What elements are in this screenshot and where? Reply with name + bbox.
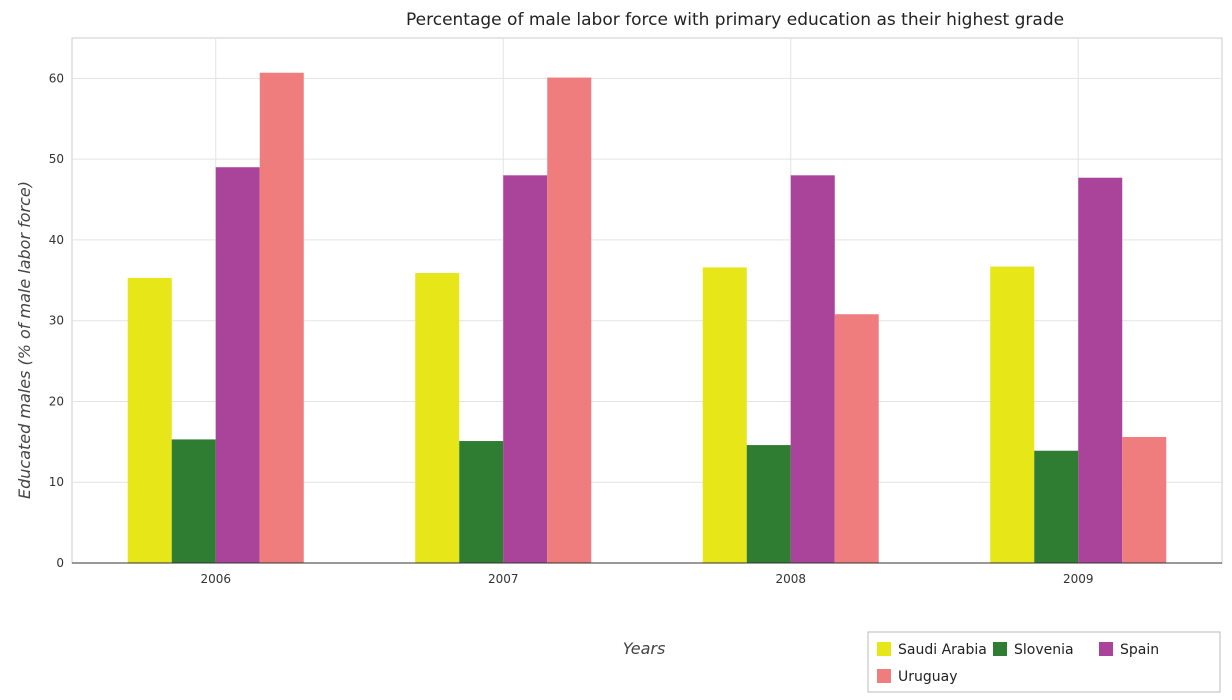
legend-swatch-slovenia (993, 642, 1007, 656)
y-tick-label: 30 (49, 314, 64, 328)
bar-uruguay-2008 (834, 314, 879, 563)
bar-slovenia-2007 (459, 441, 504, 563)
legend-swatch-uruguay (877, 669, 891, 683)
legend: Saudi Arabia Slovenia Spain Uruguay (867, 631, 1221, 693)
y-tick-label: 10 (49, 475, 64, 489)
bar-slovenia-2008 (746, 445, 791, 563)
legend-box (867, 631, 1221, 693)
x-tick-label: 2008 (775, 572, 806, 586)
x-tick-label: 2009 (1063, 572, 1094, 586)
bar-saudi-arabia-2007 (415, 273, 460, 563)
bar-saudi-arabia-2006 (127, 277, 172, 563)
x-tick-label: 2007 (488, 572, 519, 586)
x-tick-label: 2006 (200, 572, 231, 586)
bar-slovenia-2006 (171, 439, 216, 563)
legend-label-slovenia: Slovenia (1014, 642, 1074, 658)
y-axis-label: Educated males (% of male labor force) (15, 181, 34, 499)
bar-spain-2006 (215, 167, 260, 563)
legend-label-uruguay: Uruguay (898, 669, 958, 685)
legend-label-saudi-arabia: Saudi Arabia (898, 642, 987, 658)
chart-title: Percentage of male labor force with prim… (406, 10, 1064, 30)
bar-spain-2007 (503, 175, 548, 564)
bar-saudi-arabia-2008 (702, 267, 747, 563)
plot-area: 0 10 20 30 40 50 60 2006 2007 2008 2009 (49, 37, 1223, 586)
bar-spain-2008 (790, 175, 835, 564)
bar-uruguay-2006 (259, 72, 304, 563)
bar-saudi-arabia-2009 (990, 266, 1035, 563)
bar-slovenia-2009 (1034, 450, 1079, 563)
legend-swatch-spain (1099, 642, 1113, 656)
bar-spain-2009 (1078, 177, 1123, 563)
legend-label-spain: Spain (1120, 642, 1159, 658)
y-tick-label: 0 (56, 556, 64, 570)
y-tick-label: 60 (49, 71, 64, 85)
bar-uruguay-2009 (1122, 437, 1167, 563)
x-axis-label: Years (623, 639, 666, 658)
y-tick-label: 20 (49, 394, 64, 408)
y-tick-label: 40 (49, 233, 64, 247)
legend-swatch-saudi-arabia (877, 642, 891, 656)
y-tick-label: 50 (49, 152, 64, 166)
bar-uruguay-2007 (547, 77, 592, 564)
